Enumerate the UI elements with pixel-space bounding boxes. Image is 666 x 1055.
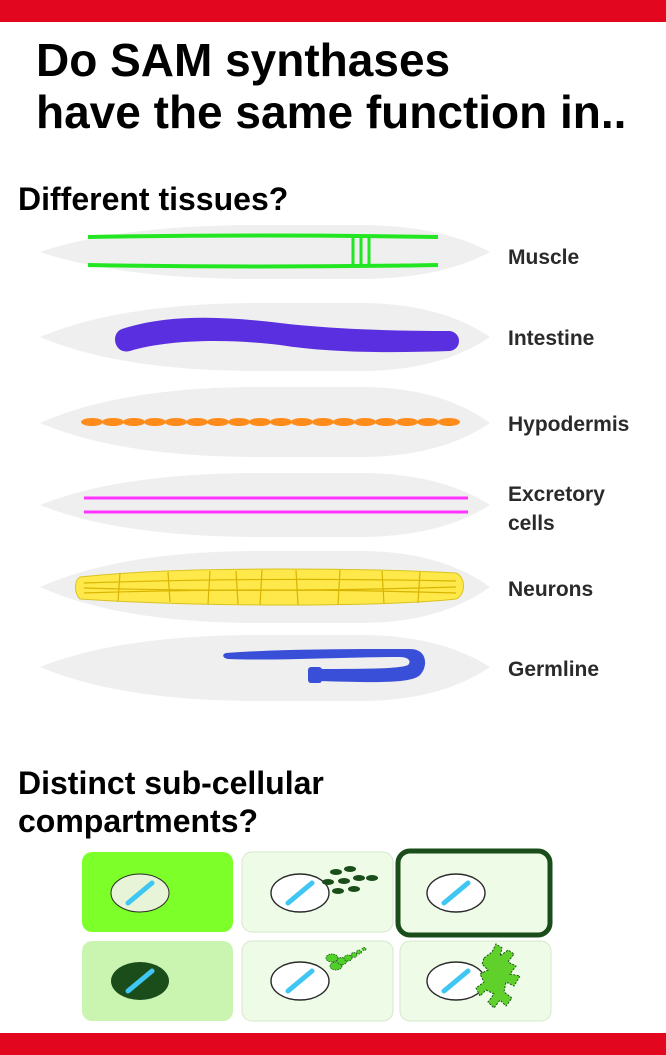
hypodermis-segment (270, 418, 292, 426)
label-excretory-cells: Excretory cells (508, 480, 605, 538)
worm-germline (40, 635, 490, 701)
hypodermis-segment (81, 418, 103, 426)
nucleus-dna-icon (125, 880, 155, 906)
nucleus-dna-icon (441, 880, 471, 906)
neurons-tissue (75, 568, 464, 606)
title-line-2: have the same function in.. (36, 86, 627, 138)
hypodermis-segment (102, 418, 124, 426)
worm-neurons (40, 551, 490, 623)
hypodermis-tissue (81, 418, 460, 426)
excretory-tissue (84, 496, 468, 514)
hypodermis-segment (207, 418, 229, 426)
cell-vesicles (241, 851, 394, 933)
worm-muscle (40, 225, 490, 279)
bottom-accent-bar (0, 1033, 666, 1055)
label-neurons: Neurons (508, 578, 594, 601)
label-germline: Germline (508, 658, 600, 681)
mitochondria-network-icon (475, 943, 521, 1009)
worm-hypodermis (40, 387, 490, 457)
hypodermis-segment (291, 418, 313, 426)
label-hypodermis: Hypodermis (508, 413, 630, 436)
hypodermis-segment (354, 418, 376, 426)
worm-excretory (40, 473, 490, 537)
hypodermis-segment (396, 418, 418, 426)
label-excretory-line-1: Excretory (508, 483, 605, 506)
tissues-diagram (40, 225, 490, 701)
page-title: Do SAM synthases have the same function … (36, 34, 626, 138)
hypodermis-segment (312, 418, 334, 426)
hypodermis-segment (333, 418, 355, 426)
cell-membrane (395, 848, 553, 938)
cell-golgi (241, 940, 394, 1022)
hypodermis-segment (375, 418, 397, 426)
cell-mitochondria (399, 940, 552, 1022)
hypodermis-segment (123, 418, 145, 426)
worm-intestine (40, 303, 490, 371)
hypodermis-segment (249, 418, 271, 426)
vesicle-dots (322, 866, 378, 894)
hypodermis-segment (438, 418, 460, 426)
top-accent-bar (0, 0, 666, 22)
cell-cytoplasm (82, 852, 233, 932)
title-line-1: Do SAM synthases (36, 34, 451, 86)
nucleus-dna-icon (285, 968, 315, 994)
label-intestine: Intestine (508, 327, 595, 350)
hypodermis-segment (417, 418, 439, 426)
compartments-heading-line-2: compartments? (18, 803, 259, 839)
hypodermis-segment (186, 418, 208, 426)
compartments-heading: Distinct sub-cellular compartments? (18, 764, 324, 840)
label-muscle: Muscle (508, 246, 580, 269)
hypodermis-segment (144, 418, 166, 426)
germline-tissue (223, 649, 426, 683)
tissues-heading: Different tissues? (18, 181, 289, 217)
hypodermis-segment (165, 418, 187, 426)
nucleus-dna-icon (125, 968, 155, 994)
hypodermis-segment (228, 418, 250, 426)
nucleus-dna-icon (441, 968, 471, 994)
compartments-heading-line-1: Distinct sub-cellular (18, 765, 324, 801)
muscle-tissue (87, 233, 439, 269)
cell-nucleus (82, 941, 233, 1021)
intestine-tissue (115, 317, 459, 353)
golgi-icon (325, 947, 367, 971)
label-excretory-line-2: cells (508, 512, 555, 535)
compartments-diagram (82, 848, 553, 1022)
nucleus-dna-icon (285, 880, 315, 906)
